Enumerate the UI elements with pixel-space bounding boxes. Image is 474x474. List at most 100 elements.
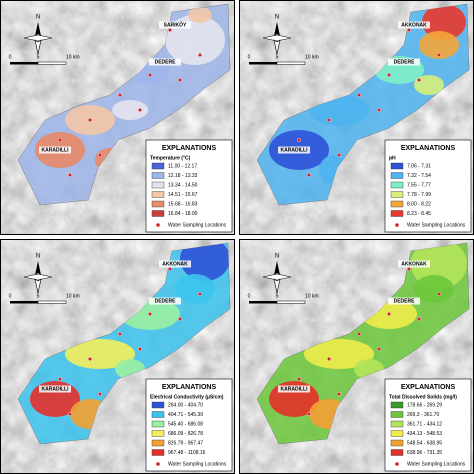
north-label: N [275, 254, 279, 260]
map-panel: AKKONAK DEDERE KARADILLI N 0 5 10 km EXPLANATIO… [239, 0, 474, 235]
north-arrow [34, 39, 42, 55]
legend-swatch [151, 439, 165, 447]
legend-label: 15.68 - 16.83 [168, 201, 198, 207]
sampling-point [147, 311, 152, 316]
legend-label: 8.23 - 8.45 [407, 211, 431, 217]
sampling-point [376, 107, 381, 112]
place-label: KARADILLI [281, 147, 309, 153]
north-arrow [262, 273, 292, 281]
sampling-point [297, 376, 302, 381]
place-label-box [149, 297, 181, 305]
legend-label: 548.54 - 638.95 [407, 440, 442, 446]
sampling-point [117, 92, 122, 97]
zone [188, 7, 212, 23]
legend-label: Water Sampling Locations [168, 461, 227, 467]
place-label-box [278, 385, 310, 393]
sampling-point [97, 391, 102, 396]
scale-label: 10 km [305, 54, 319, 60]
north-arrow [273, 278, 281, 294]
sampling-point [326, 117, 331, 122]
sampling-point [406, 28, 411, 33]
sampling-point [97, 152, 102, 157]
legend-swatch [390, 200, 404, 208]
north-arrow [35, 22, 41, 36]
scale-bar [37, 61, 67, 65]
north-label: N [36, 15, 40, 21]
north-label: N [36, 254, 40, 260]
legend-swatch [390, 439, 404, 447]
north-arrow [274, 22, 280, 36]
legend-heading: EXPLANATIONS [401, 384, 456, 391]
legend-title: Electrical Conductivity (µS/cm) [150, 394, 224, 400]
sampling-point [87, 117, 92, 122]
sampling-point [87, 356, 92, 361]
legend-swatch [151, 449, 165, 456]
legend-swatch [390, 210, 404, 217]
place-label-box [398, 260, 430, 268]
sampling-point [336, 152, 341, 157]
sampling-point [177, 77, 182, 82]
legend-swatch [390, 420, 404, 428]
legend-swatch [151, 411, 165, 418]
north-arrow [274, 261, 280, 275]
sampling-point [326, 356, 331, 361]
legend-swatch [151, 430, 165, 437]
scale-label: 0 [248, 54, 251, 60]
legend-point [395, 223, 399, 227]
scale-bar [249, 62, 277, 65]
legend-swatch [151, 191, 165, 198]
sampling-point [416, 77, 421, 82]
place-label: AKKONAK [401, 261, 427, 267]
map-panel: AKKONAK DEDERE KARADILLI N 0 5 10 km EXPLANATIO… [239, 239, 474, 474]
place-label-box [149, 58, 181, 66]
north-arrow [35, 261, 41, 275]
legend-swatch [151, 172, 165, 179]
legend-swatch [390, 191, 404, 198]
legend-swatch [390, 430, 404, 437]
scale-label: 0 [248, 293, 251, 299]
zone [112, 100, 148, 120]
sampling-point [306, 411, 311, 416]
scale-label: 5 [37, 293, 40, 299]
legend-swatch [390, 411, 404, 418]
sampling-point [67, 172, 72, 177]
sampling-point [58, 137, 63, 142]
sampling-point [336, 391, 341, 396]
legend-label: 7.32 - 7.54 [407, 173, 431, 179]
sampling-point [436, 53, 441, 58]
place-label-box [39, 146, 71, 154]
scale-bar [10, 301, 38, 304]
scale-label: 10 km [305, 293, 319, 299]
zone [304, 339, 374, 369]
legend-swatch [390, 181, 404, 189]
scale-bar [10, 62, 38, 65]
scale-bar [249, 301, 277, 304]
legend-swatch [390, 401, 404, 409]
sampling-point [67, 411, 72, 416]
legend-label: 16.84 - 18.00 [168, 211, 198, 217]
place-label-box [398, 21, 430, 29]
place-label: KARADILLI [281, 386, 309, 392]
place-label: DEDERE [394, 59, 416, 65]
scale-label: 5 [276, 54, 279, 60]
legend-swatch [151, 200, 165, 208]
north-label: N [275, 15, 279, 21]
place-label: AKKONAK [162, 261, 188, 267]
north-arrow [23, 273, 53, 281]
place-label: KARADILLI [42, 386, 70, 392]
zone [419, 31, 459, 59]
sampling-point [137, 107, 142, 112]
legend-label: 545.40 - 686.08 [168, 421, 203, 427]
scale-bar [276, 300, 306, 304]
panel-border [0, 0, 235, 235]
legend-label: 7.78 - 7.99 [407, 192, 431, 198]
place-label-box [278, 146, 310, 154]
sampling-point [147, 72, 152, 77]
legend-title: Temperature (°C) [150, 155, 191, 161]
legend-label: 967.48 - 1108.16 [168, 450, 206, 456]
scale-label: 0 [9, 54, 12, 60]
legend-label: 434.13 - 548.53 [407, 431, 442, 437]
place-label-box [388, 297, 420, 305]
legend-label: 178.66 - 269.29 [407, 402, 442, 408]
legend-label: 264.00 - 404.70 [168, 402, 203, 408]
